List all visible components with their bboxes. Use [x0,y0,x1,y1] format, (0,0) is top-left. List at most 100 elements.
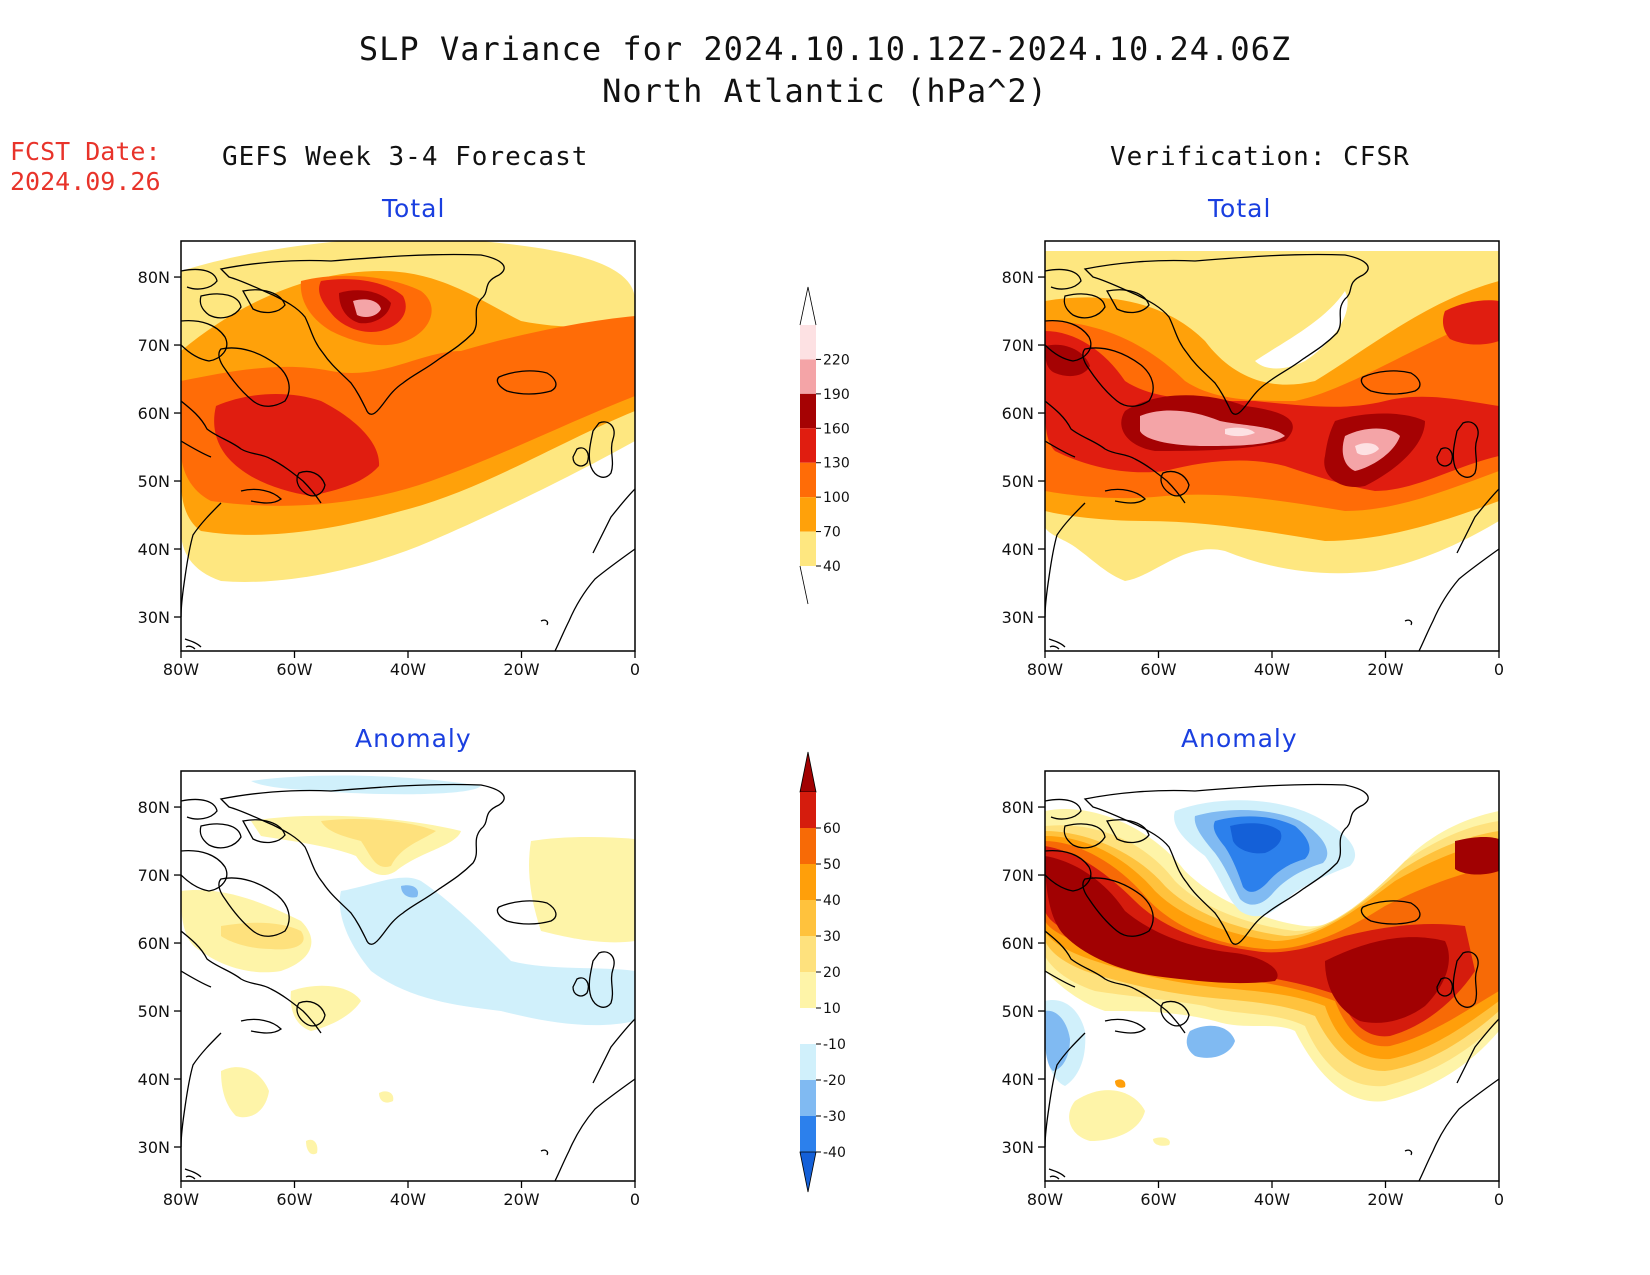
colorbar-layer: 40 70 100 130 160 190 220 -40 -30 -20 -10 10 20 30 40 5… [799,286,850,1193]
anomaly-colorbar-label: -40 [823,1145,846,1161]
anomaly-colorbar-label: -10 [823,1037,846,1053]
verification-total-lon-label: 20W [1367,660,1403,679]
anomaly-colorbar-label: 50 [823,857,841,873]
forecast-anomaly-lon-label: 0 [630,1190,640,1209]
anomaly-colorbar-label: -20 [823,1073,846,1089]
axes-layer: 80N 70N 60N 50N 40N 30N 80W 60W 40W 20W 0 80N 70N 60N… [138,268,1504,1209]
verification-total-lat-label: 30N [1002,608,1034,627]
anomaly-colorbar-label: 30 [823,929,841,945]
fcst-date-block: FCST Date: 2024.09.26 [10,137,161,197]
total-colorbar-label: 100 [823,490,850,506]
total-colorbar-swatch [800,497,816,532]
forecast-total-lon-label: 20W [503,660,539,679]
total-colorbar-swatch [800,325,816,360]
forecast-anomaly-lat-label: 50N [138,1002,170,1021]
main-subtitle: North Atlantic (hPa^2) [602,72,1048,110]
total-colorbar-label: 160 [823,421,850,437]
verification-total-lon-label: 40W [1254,660,1290,679]
verification-anomaly-lon-label: 80W [1027,1190,1063,1209]
forecast-total-lon-label: 40W [390,660,426,679]
total-colorbar-swatch [800,359,816,394]
verification-total-lon-label: 0 [1494,660,1504,679]
verification-anomaly-lat-label: 60N [1002,934,1034,953]
forecast-total-lat-label: 30N [138,608,170,627]
forecast-anomaly-lat-label: 70N [138,866,170,885]
forecast-total-lat-label: 50N [138,472,170,491]
verification-anomaly-lon-label: 60W [1140,1190,1176,1209]
verification-total-label: Total [1208,194,1272,223]
forecast-total-lat-label: 60N [138,404,170,423]
main-title: SLP Variance for 2024.10.10.12Z-2024.10.… [358,30,1292,68]
verification-anomaly-lon-label: 20W [1367,1190,1403,1209]
anomaly-colorbar-swatch [800,1116,816,1152]
left-column-title: GEFS Week 3-4 Forecast [222,142,589,172]
forecast-total-lat-label: 70N [138,336,170,355]
forecast-total-lat-label: 80N [138,268,170,287]
verification-total-lat-label: 80N [1002,268,1034,287]
total-colorbar-swatch [800,428,816,463]
total-colorbar-swatch [800,531,816,566]
forecast-anomaly-label: Anomaly [355,724,472,753]
anomaly-colorbar-label: 60 [823,821,841,837]
verification-total-lon-label: 60W [1140,660,1176,679]
forecast-anomaly-lat-label: 40N [138,1070,170,1089]
fcst-date-label: FCST Date: [10,137,161,166]
forecast-anomaly-lon-label: 20W [503,1190,539,1209]
verification-total-lat-label: 60N [1002,404,1034,423]
anomaly-colorbar-swatch [800,972,816,1008]
forecast-total-lon-label: 80W [163,660,199,679]
verification-anomaly-lat-label: 30N [1002,1138,1034,1157]
forecast-anomaly-lat-label: 60N [138,934,170,953]
total-colorbar-label: 130 [823,456,850,472]
verification-anomaly-lat-label: 50N [1002,1002,1034,1021]
forecast-total-label: Total [382,194,446,223]
total-colorbar-bottom-arrow [799,565,809,605]
forecast-total-lat-label: 40N [138,540,170,559]
anomaly-colorbar-bottom-arrow [799,1151,817,1193]
anomaly-colorbar-label: 20 [823,965,841,981]
verification-anomaly-lat-label: 80N [1002,798,1034,817]
total-colorbar-label: 190 [823,387,850,403]
forecast-anomaly-lat-label: 80N [138,798,170,817]
anomaly-colorbar-swatch [800,1044,816,1080]
anomaly-colorbar-swatch [800,828,816,864]
forecast-anomaly-map [181,771,635,1181]
anomaly-colorbar-swatch [800,936,816,972]
verification-total-lat-label: 70N [1002,336,1034,355]
anomaly-colorbar-swatch [800,792,816,828]
forecast-anomaly-lat-label: 30N [138,1138,170,1157]
total-colorbar-label: 220 [823,352,850,368]
verification-anomaly-lon-label: 0 [1494,1190,1504,1209]
verification-total-lat-label: 50N [1002,472,1034,491]
verification-total-lat-label: 40N [1002,540,1034,559]
forecast-total-lon-label: 60W [276,660,312,679]
anomaly-colorbar-swatch [800,900,816,936]
verification-anomaly-label: Anomaly [1181,724,1298,753]
total-colorbar-swatch [800,462,816,498]
verification-anomaly-map [1045,771,1499,1181]
anomaly-colorbar-label: -30 [823,1109,846,1125]
anomaly-colorbar-swatch [800,1008,816,1044]
forecast-anomaly-lon-label: 60W [276,1190,312,1209]
forecast-anomaly-lon-label: 80W [163,1190,199,1209]
anomaly-colorbar-label: 10 [823,1001,841,1017]
total-colorbar-swatch [800,393,816,429]
verification-anomaly-lat-label: 70N [1002,866,1034,885]
total-colorbar-label: 40 [823,559,841,575]
forecast-total-map [181,241,635,651]
anomaly-colorbar-label: 40 [823,893,841,909]
anomaly-colorbar-swatch [800,864,816,900]
total-colorbar-label: 70 [823,525,841,541]
total-colorbar-top-arrow [799,286,817,326]
verification-total-lon-label: 80W [1027,660,1063,679]
forecast-total-lon-label: 0 [630,660,640,679]
anomaly-colorbar-swatch [800,1080,816,1116]
verification-anomaly-lat-label: 40N [1002,1070,1034,1089]
fcst-date-value: 2024.09.26 [10,167,161,196]
right-column-title: Verification: CFSR [1110,142,1410,172]
verification-total-map [1045,241,1499,651]
forecast-anomaly-lon-label: 40W [390,1190,426,1209]
anomaly-colorbar-top-arrow [799,751,817,793]
verification-anomaly-lon-label: 40W [1254,1190,1290,1209]
